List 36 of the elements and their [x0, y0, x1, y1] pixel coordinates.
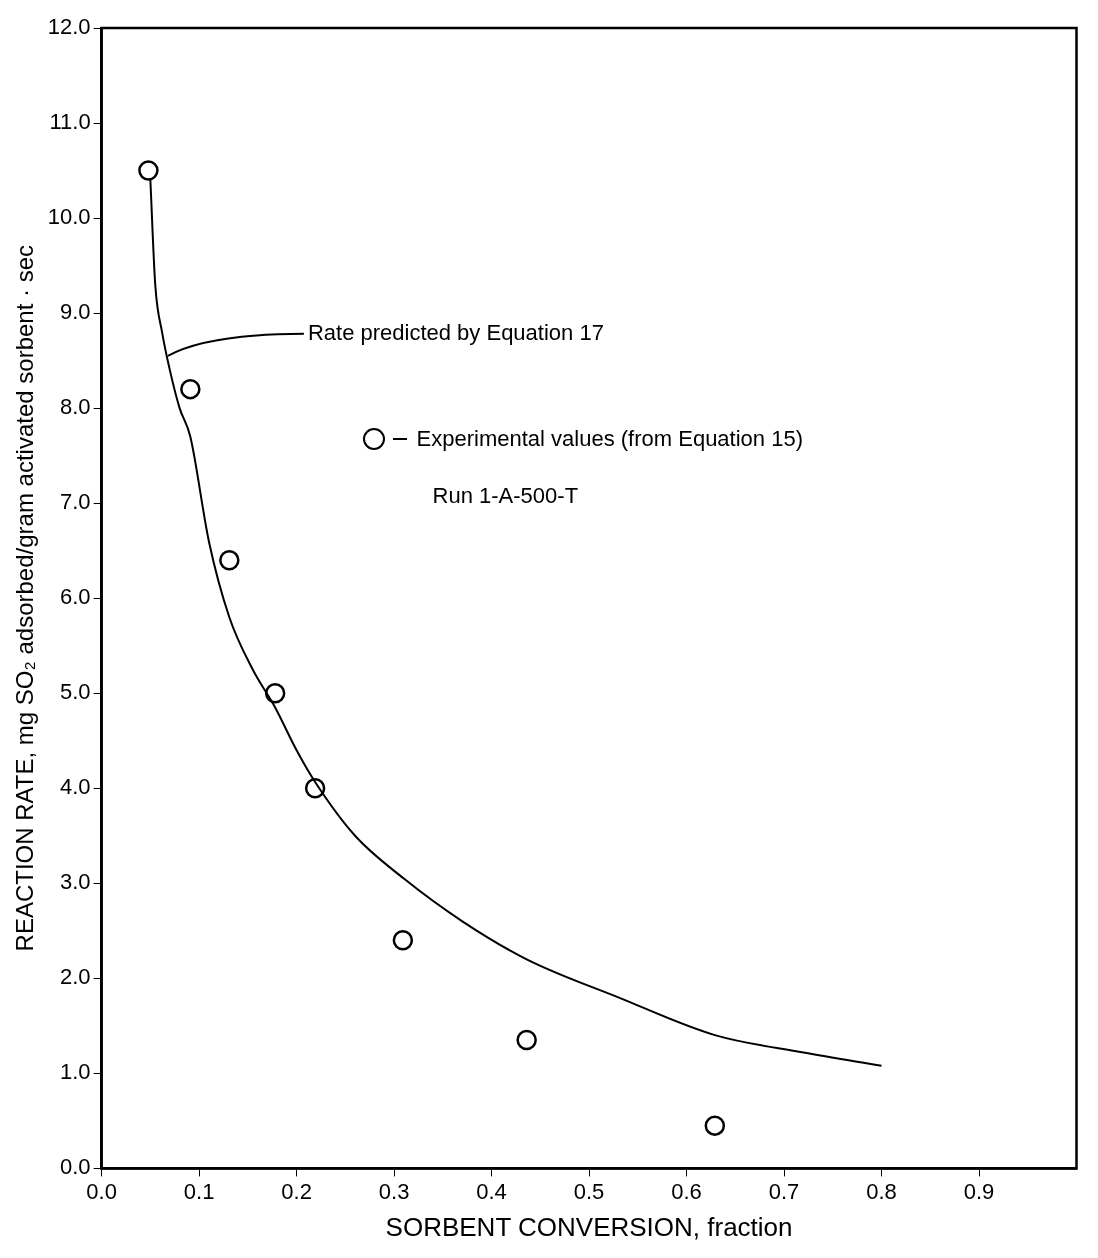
- y-axis-title: REACTION RATE, mg SO₂ adsorbed/gram activated sorbent · sec: [11, 244, 39, 952]
- point: [392, 930, 414, 951]
- point: [704, 1115, 726, 1136]
- x-tick-label: 0.6: [671, 1178, 702, 1204]
- x-axis-title: SORBENT CONVERSION, fraction: [385, 1211, 793, 1242]
- point: [264, 682, 286, 704]
- y-tick-label: 4.0: [60, 774, 91, 800]
- x-tick-label: 0.8: [866, 1178, 897, 1204]
- y-tick-label: 6.0: [60, 584, 91, 610]
- point: [516, 1029, 537, 1051]
- y-tick-label: 9.0: [60, 299, 91, 325]
- x-tick-label: 0.5: [573, 1178, 605, 1204]
- x-tick-label: 0.7: [768, 1178, 800, 1204]
- y-tick-label: 3.0: [60, 869, 91, 895]
- y-tick-label: 11.0: [49, 109, 91, 135]
- y-tick-label: 7.0: [60, 489, 91, 515]
- x-tick-label: 0.0: [86, 1178, 117, 1204]
- y-tick-label: 8.0: [60, 394, 91, 420]
- point: [180, 378, 201, 400]
- x-tick-label: 0.4: [476, 1178, 507, 1204]
- y-tick-label: 0.0: [60, 1154, 91, 1180]
- x-tick-label: 0.1: [183, 1178, 215, 1204]
- point: [304, 778, 326, 799]
- y-tick-label: 10.0: [47, 204, 91, 230]
- annotation: Run 1-A-500-T: [432, 482, 579, 508]
- annotation: Rate predicted by Equation 17: [307, 319, 604, 345]
- x-tick-label: 0.2: [281, 1178, 312, 1204]
- legend-label: Experimental values (from Equation 15): [416, 425, 803, 452]
- point: [219, 549, 240, 571]
- point: [138, 160, 159, 181]
- y-tick-label: 5.0: [60, 679, 91, 705]
- x-tick-label: 0.9: [963, 1178, 995, 1204]
- x-tick-label: 0.3: [378, 1178, 410, 1204]
- y-tick-label: 2.0: [60, 964, 91, 990]
- y-tick-label: 12.0: [47, 14, 91, 40]
- y-tick-label: 1.0: [60, 1059, 91, 1085]
